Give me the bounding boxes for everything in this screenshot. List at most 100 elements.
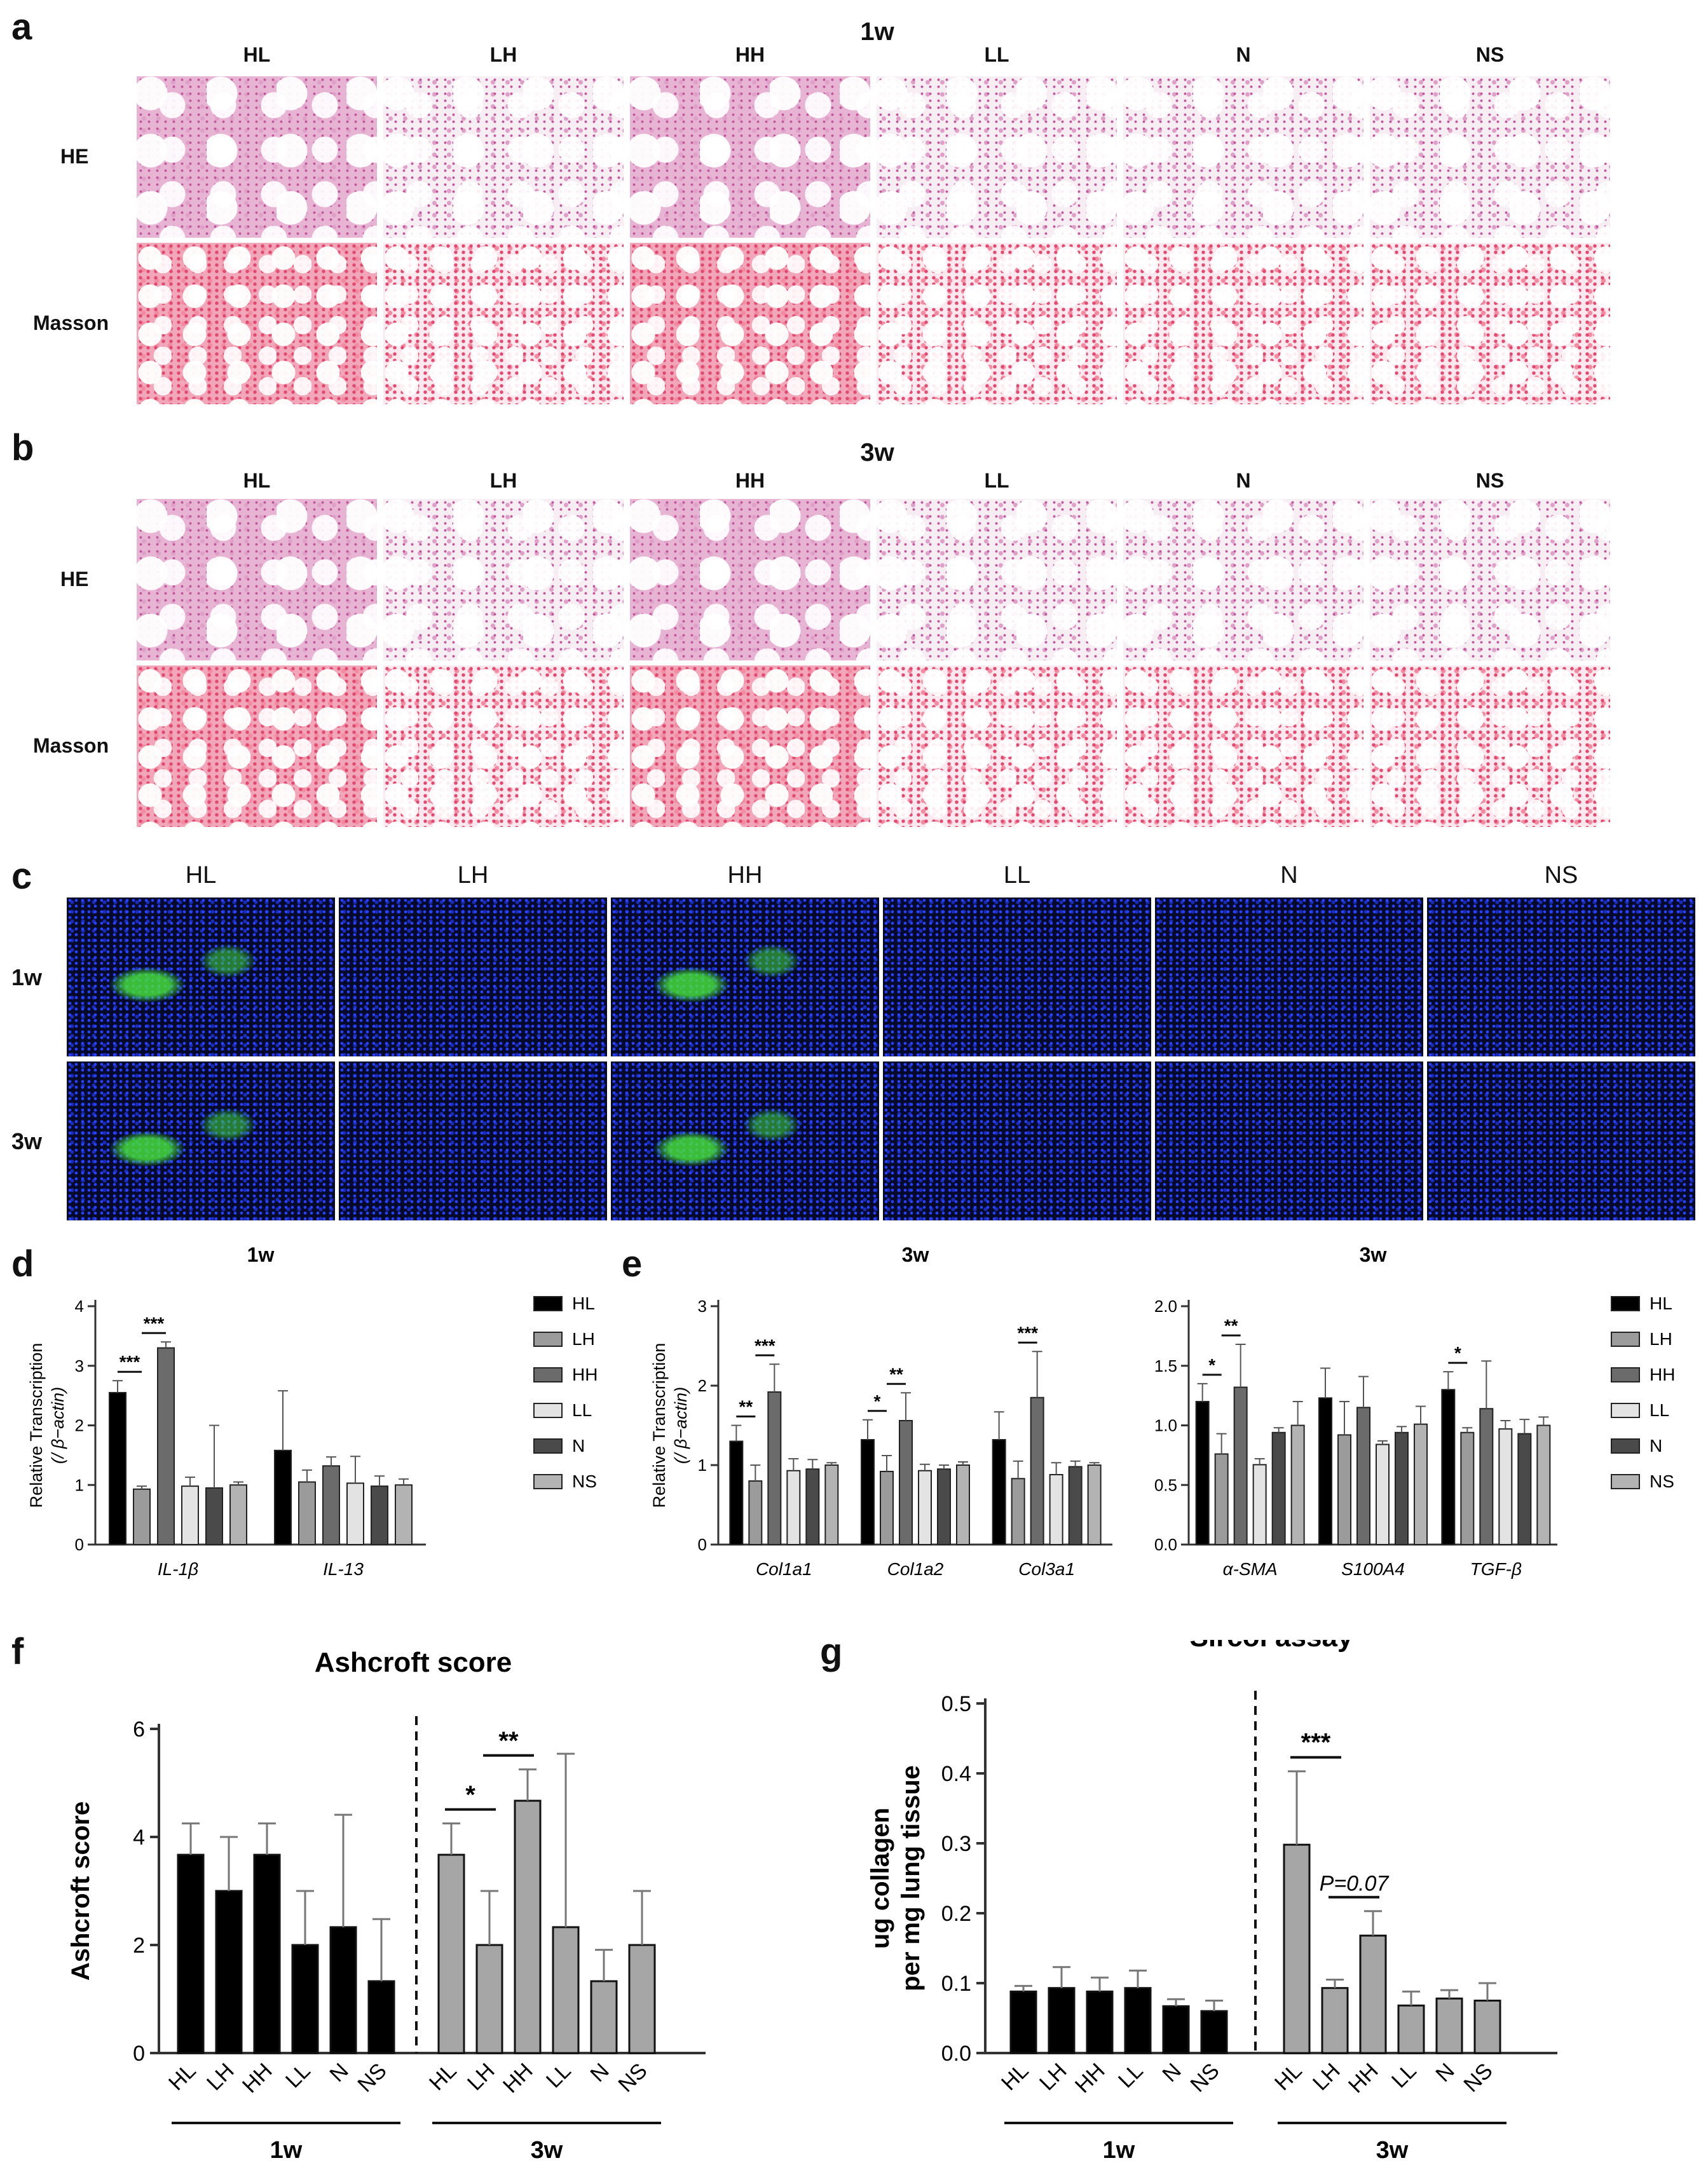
panel-b-micrograph-masson-lh — [383, 665, 624, 827]
panel-b-micrograph-he-hl — [137, 499, 377, 660]
chart-e2-bar-lh — [1337, 1434, 1351, 1545]
panel-a-row-label-he: HE — [60, 145, 89, 168]
panel-b-micrograph-he-lh — [383, 499, 624, 660]
chart-e2-bar-ll — [1376, 1443, 1390, 1545]
panel-b-micrograph-he-ll — [877, 499, 1117, 660]
chart-g-significance-label: P=0.07 — [1320, 1872, 1390, 1896]
chart-e2-ytick-label: 1.0 — [1154, 1416, 1177, 1435]
panel-a-micrograph-masson-hl — [137, 243, 377, 404]
chart-e1-category-label: Col1a1 — [756, 1559, 812, 1579]
chart-d-legend-label-ll: LL — [572, 1400, 592, 1420]
panel-b-col-label-lh: LH — [489, 469, 517, 492]
panel-c-fluorescence-3w-ns — [1427, 1061, 1695, 1220]
chart-e1-ytick-label: 1 — [698, 1456, 707, 1475]
chart-e2-bar-n — [1395, 1431, 1409, 1545]
chart-e2-significance-label: * — [1208, 1355, 1215, 1375]
chart-e2-legend-swatch-n — [1611, 1438, 1640, 1454]
chart-d-legend-swatch-hl — [533, 1296, 563, 1311]
chart-f-category-label: HH — [498, 2059, 538, 2098]
chart-f-category-label: LH — [202, 2059, 239, 2096]
chart-g-ytick-label: 0.4 — [941, 1762, 971, 1786]
chart-f-bar-3w-hh — [514, 1799, 542, 2054]
chart-d-title: 1w — [247, 1246, 275, 1266]
chart-e2-legend-label-ns: NS — [1650, 1471, 1674, 1491]
chart-f-timepoint-label: 1w — [270, 2137, 303, 2164]
panel-c-fluorescence-3w-ll — [883, 1061, 1151, 1220]
panel-c-col-label-n: N — [1280, 862, 1298, 889]
chart-d-ytick-label: 0 — [75, 1535, 84, 1554]
chart-g-ytick-label: 0.5 — [941, 1692, 971, 1716]
chart-e2-ytick-label: 0.0 — [1154, 1535, 1177, 1554]
chart-d-category-label: IL-1β — [158, 1559, 198, 1579]
chart-e2-legend-swatch-hh — [1611, 1367, 1640, 1382]
panel-a-col-label-hh: HH — [735, 43, 765, 66]
chart-e2-bar-ns — [1536, 1424, 1551, 1545]
chart-g-ytick-label: 0.1 — [941, 1972, 971, 1996]
panel-c-fluorescence-1w-lh — [339, 897, 607, 1056]
panel-label-b: b — [11, 427, 34, 468]
chart-f-bar-3w-lh — [475, 1944, 503, 2054]
panel-a-micrograph-he-hh — [630, 76, 870, 238]
chart-e2-category-label: α-SMA — [1223, 1559, 1278, 1579]
chart-e1-bar-ns — [824, 1464, 839, 1545]
panel-a-micrograph-masson-hh — [630, 243, 870, 404]
chart-e2-category-label: S100A4 — [1341, 1559, 1405, 1579]
chart-e1-significance-label: *** — [755, 1335, 775, 1355]
chart-e1-bar-hh — [899, 1420, 913, 1545]
chart-g-bar-1w-hl — [1009, 1990, 1037, 2054]
chart-e2-significance-label: * — [1454, 1343, 1461, 1363]
chart-f-category-label: LH — [463, 2059, 500, 2096]
chart-e2-bar-lh — [1460, 1431, 1475, 1545]
chart-d-legend-label-hh: HH — [572, 1365, 598, 1384]
panel-a-micrograph-masson-ns — [1370, 243, 1610, 404]
chart-f-category-label: LL — [281, 2059, 315, 2093]
chart-d-bar-ll — [346, 1482, 364, 1545]
chart-e2-legend-swatch-hl — [1611, 1296, 1640, 1311]
chart-g-bar-3w-hl — [1283, 1843, 1311, 2054]
chart-f-bar-3w-ll — [552, 1926, 580, 2054]
panel-b-micrograph-he-ns — [1370, 499, 1610, 660]
panel-c-row-label-1w: 1w — [11, 964, 43, 990]
chart-e1-bar-lh — [748, 1480, 763, 1545]
chart-f-bar-1w-ll — [291, 1944, 319, 2054]
chart-f-bar-1w-hh — [253, 1853, 281, 2054]
chart-g-ytick-label: 0.2 — [941, 1902, 971, 1926]
chart-f-ylabel: Ashcroft score — [67, 1801, 95, 1981]
chart-d-legend-label-hl: HL — [572, 1293, 595, 1313]
chart-f-bar-1w-n — [329, 1926, 357, 2054]
chart-g-bar-3w-ns — [1473, 2000, 1501, 2054]
chart-d-legend-swatch-ll — [533, 1403, 563, 1418]
panel-b-col-label-hh: HH — [735, 469, 765, 492]
chart-f-category-label: LL — [542, 2059, 576, 2093]
chart-e2-bar-hh — [1479, 1408, 1494, 1545]
chart-d-bar-hh — [157, 1347, 175, 1545]
chart-f-bar-1w-ns — [367, 1980, 395, 2054]
panel-c-col-label-hh: HH — [727, 862, 763, 889]
chart-e2-significance-label: ** — [1224, 1316, 1238, 1335]
chart-d-legend-swatch-n — [533, 1438, 563, 1454]
chart-e2-bar-n — [1517, 1433, 1532, 1545]
chart-f-category-label: HH — [238, 2059, 277, 2098]
chart-e1-bar-n — [805, 1468, 820, 1545]
chart-e1-bar-n — [937, 1468, 951, 1545]
chart-f-bar-3w-hl — [437, 1853, 465, 2054]
chart-d: 1w 0 1 2 3 4 Relative Transcription (/ β−actin)… — [27, 1246, 598, 1579]
chart-f-category-label: NS — [353, 2059, 391, 2097]
chart-e2-bar-ns — [1414, 1423, 1428, 1545]
panel-b-micrograph-masson-ns — [1370, 665, 1610, 827]
chart-d-legend-swatch-lh — [533, 1332, 563, 1347]
chart-e2-legend-swatch-lh — [1611, 1332, 1640, 1347]
chart-e1-ylabel: Relative Transcription (/ β−actin) — [650, 1343, 690, 1508]
chart-g-category-label: HL — [997, 2059, 1034, 2096]
chart-d-legend-label-lh: LH — [572, 1329, 595, 1349]
chart-g-bar-3w-hh — [1359, 1934, 1387, 2054]
chart-d-bar-ns — [229, 1484, 247, 1545]
chart-e2-bar-ll — [1252, 1464, 1267, 1545]
panel-a-micrograph-he-hl — [137, 76, 377, 238]
panel-a-micrograph-masson-ll — [877, 243, 1117, 404]
chart-e2-category-label: TGF-β — [1470, 1559, 1522, 1579]
chart-e1-bar-hl — [729, 1440, 744, 1545]
chart-g-category-label: NS — [1459, 2059, 1497, 2097]
chart-d-legend-swatch-ns — [533, 1474, 563, 1489]
chart-g-title: Sircol assay — [1190, 1640, 1353, 1653]
